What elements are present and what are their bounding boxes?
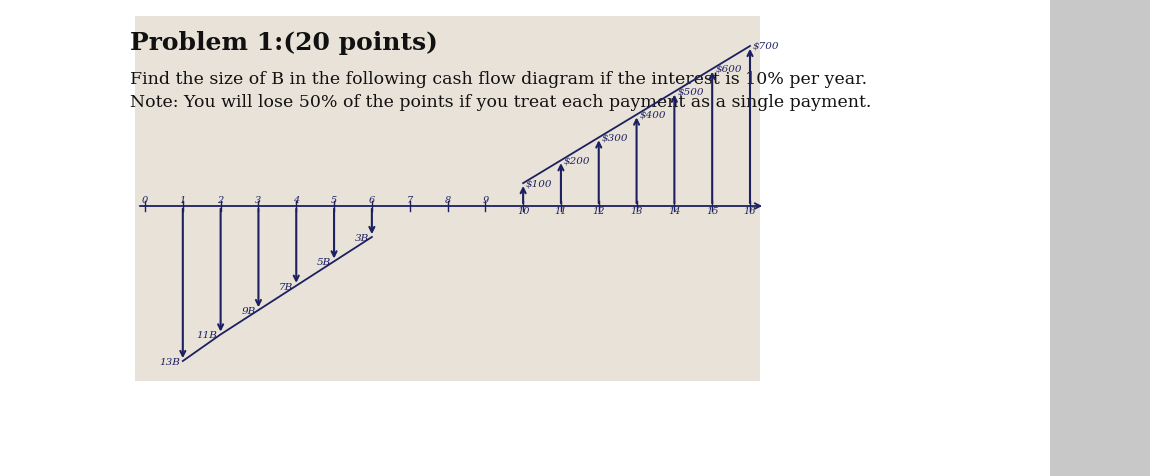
Text: $200: $200: [564, 156, 590, 165]
Bar: [1050, 0, 1150, 476]
Text: $400: $400: [639, 110, 666, 119]
Text: 13B: 13B: [159, 358, 179, 367]
Text: 1: 1: [179, 196, 186, 205]
Text: 2: 2: [217, 196, 224, 205]
Polygon shape: [135, 16, 760, 381]
Text: $700: $700: [753, 42, 780, 51]
Text: 10: 10: [516, 207, 529, 216]
Text: 13: 13: [630, 207, 643, 216]
Text: $500: $500: [677, 88, 704, 97]
Text: Problem 1:(20 points): Problem 1:(20 points): [130, 31, 438, 55]
Text: 6: 6: [369, 196, 375, 205]
Text: 3: 3: [255, 196, 261, 205]
Text: 12: 12: [592, 207, 605, 216]
Text: 4: 4: [293, 196, 299, 205]
Text: 8: 8: [444, 196, 451, 205]
Text: 11B: 11B: [197, 331, 217, 340]
Text: 15: 15: [706, 207, 719, 216]
Text: 5B: 5B: [316, 258, 331, 268]
Text: $300: $300: [601, 133, 628, 142]
Text: $600: $600: [715, 65, 742, 74]
Text: 5: 5: [331, 196, 337, 205]
Text: Find the size of B in the following cash flow diagram if the interest is 10% per: Find the size of B in the following cash…: [130, 71, 867, 88]
Text: 9B: 9B: [242, 307, 255, 316]
Text: 9: 9: [482, 196, 489, 205]
Text: $100: $100: [527, 179, 553, 188]
Text: 7B: 7B: [279, 283, 293, 292]
Text: 11: 11: [554, 207, 567, 216]
Text: 16: 16: [744, 207, 757, 216]
Text: Note: You will lose 50% of the points if you treat each payment as a single paym: Note: You will lose 50% of the points if…: [130, 94, 872, 111]
Text: 7: 7: [407, 196, 413, 205]
Text: 14: 14: [668, 207, 681, 216]
Text: 3B: 3B: [354, 234, 369, 243]
Text: 0: 0: [141, 196, 148, 205]
